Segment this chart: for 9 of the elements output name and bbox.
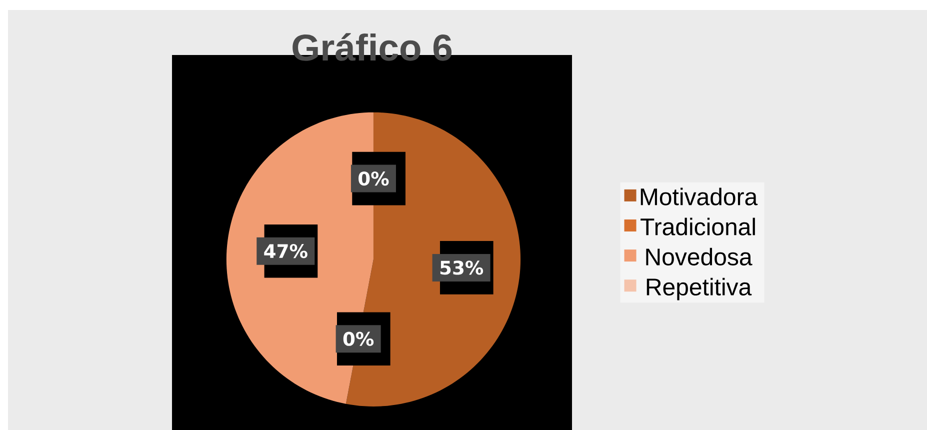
- legend-label: Repetitiva: [646, 278, 752, 300]
- data-label: 47%: [264, 244, 308, 258]
- legend-label: Novedosa: [646, 248, 752, 266]
- legend-label: Motivadora: [640, 188, 758, 206]
- chart-title: Gráfico 6: [292, 33, 452, 61]
- text: 0%: [343, 332, 374, 346]
- legend-label: Tradicional: [640, 218, 755, 236]
- data-label: 53%: [440, 260, 484, 275]
- text: 0%: [358, 171, 389, 186]
